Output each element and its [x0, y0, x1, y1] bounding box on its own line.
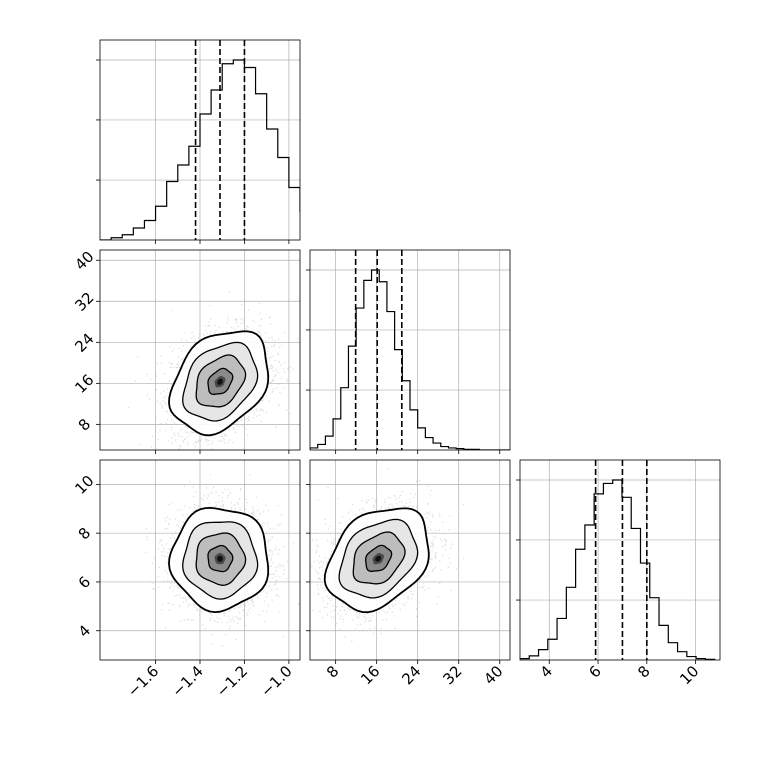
pair-0-1-density-peak	[217, 378, 223, 385]
hist-0-step-line	[100, 59, 300, 240]
pair-0-2-ytick-label-2: 8	[75, 524, 94, 543]
pair-0-2-density-peak	[217, 555, 223, 562]
hist-2-xtick-label-2: 8	[634, 662, 653, 681]
pair-0-1-ytick-label-1: 16	[71, 371, 97, 397]
pair-0-1-contour-0	[168, 330, 270, 437]
pair-1-2-density-peak	[375, 555, 382, 562]
pair-0-1-contour-2	[195, 354, 247, 408]
pair-0-2-ytick-label-0: 4	[75, 621, 94, 640]
pair-0-1-contour-1	[182, 341, 259, 422]
hist-2-frame	[519, 459, 721, 661]
pair-1-2-xtick-label-4: 40	[480, 662, 506, 688]
pair-0-2-ytick-label-1: 6	[75, 573, 94, 592]
pair-0-2-ytick-label-3: 10	[71, 472, 97, 498]
pair-1-2-contour-1	[338, 518, 419, 599]
hist-0-bars	[100, 59, 300, 240]
pair-1-2-xtick-label-0: 8	[323, 662, 342, 681]
pair-1-2-content	[310, 468, 465, 642]
hist-2-xtick-label-0: 4	[537, 662, 556, 681]
pair-0-2-xtick-label-2: −1.2	[213, 662, 251, 700]
pair-1-2-xtick-label-3: 32	[439, 662, 465, 688]
pair-1-2-frame	[309, 459, 511, 661]
hist-1-step-line	[310, 269, 510, 450]
hist-2-step-line	[520, 479, 716, 660]
pair-0-2-xtick-label-1: −1.4	[168, 662, 206, 700]
pair-0-1-ytick-label-4: 40	[71, 248, 97, 274]
pair-1-2-xtick-label-1: 16	[357, 662, 383, 688]
hist-2-bars	[520, 479, 716, 660]
hist-1-bars	[310, 269, 510, 450]
pair-0-2-contour-0	[168, 506, 270, 614]
pair-0-1-ytick-label-0: 8	[75, 415, 94, 434]
pair-0-1-ytick-label-2: 24	[71, 330, 97, 356]
pair-0-2-contour-3	[207, 544, 234, 573]
pair-0-2-contour-2	[195, 532, 247, 586]
pair-0-2-xtick-label-3: −1.0	[257, 662, 295, 700]
pair-0-2-xtick-label-0: −1.6	[124, 662, 162, 700]
pair-0-1-content	[128, 291, 299, 450]
pair-1-2-contour-0	[323, 507, 430, 614]
hist-2-xtick-label-1: 6	[585, 662, 604, 681]
pair-0-2-contour-1	[182, 521, 259, 600]
pair-0-1-ytick-label-3: 32	[71, 289, 97, 315]
pair-1-2-xtick-label-2: 24	[398, 662, 424, 688]
pair-1-2-contour-2	[352, 531, 406, 585]
pair-0-2-content	[144, 474, 300, 647]
hist-2-xtick-label-3: 10	[676, 662, 702, 688]
pair-1-2-contour-3	[364, 544, 393, 572]
hist-1-frame	[309, 249, 511, 451]
pair-0-1-contour-3	[207, 367, 234, 395]
